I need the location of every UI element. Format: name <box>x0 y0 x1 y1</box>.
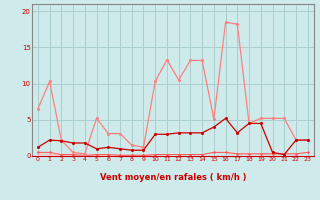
X-axis label: Vent moyen/en rafales ( km/h ): Vent moyen/en rafales ( km/h ) <box>100 174 246 182</box>
